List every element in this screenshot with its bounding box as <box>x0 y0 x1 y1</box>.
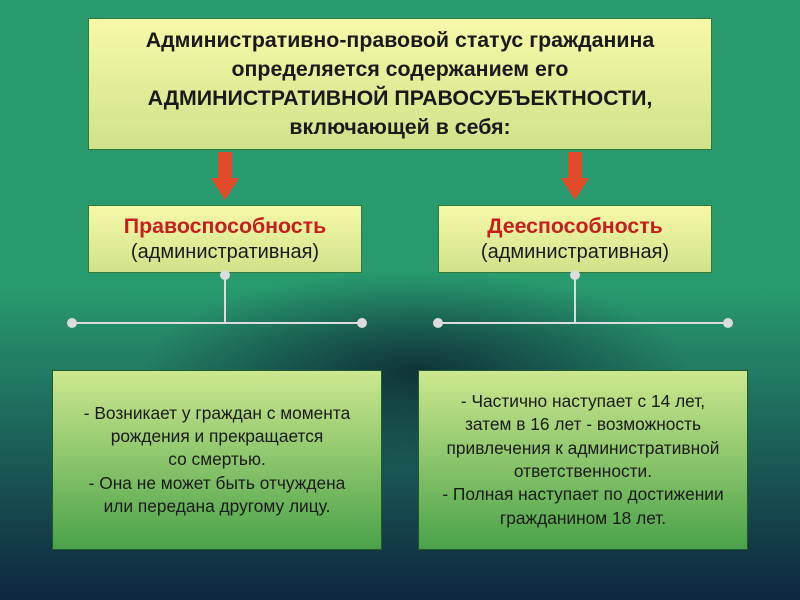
top-line-3: АДМИНИСТРАТИВНОЙ ПРАВОСУБЪЕКТНОСТИ, <box>103 84 697 113</box>
capacity-subtitle: (административная) <box>103 240 347 264</box>
detail-line: - Возникает у граждан с момента <box>67 402 367 425</box>
detail-line: затем в 16 лет - возможность <box>433 413 733 436</box>
detail-line: - Она не может быть отчуждена <box>67 472 367 495</box>
connector-vertical <box>574 273 576 322</box>
capability-details-box: - Частично наступает с 14 лет, затем в 1… <box>418 370 748 550</box>
connector-dot <box>67 318 77 328</box>
connector-horizontal <box>72 322 362 324</box>
detail-line: - Полная наступает по достижении <box>433 483 733 506</box>
top-line-2: определяется содержанием его <box>103 55 697 84</box>
connector-dot <box>433 318 443 328</box>
capacity-title: Правоспособность <box>103 214 347 240</box>
diagram: Административно-правовой статус граждани… <box>0 0 800 600</box>
capacity-box: Правоспособность (административная) <box>88 205 362 273</box>
arrow-head-left <box>211 178 239 200</box>
connector-horizontal <box>438 322 728 324</box>
connector-dot <box>723 318 733 328</box>
detail-line: со смертью. <box>67 448 367 471</box>
arrow-stem-right <box>568 152 582 178</box>
top-definition-box: Административно-правовой статус граждани… <box>88 18 712 150</box>
arrow-head-right <box>561 178 589 200</box>
capability-box: Дееспособность (административная) <box>438 205 712 273</box>
capability-subtitle: (административная) <box>453 240 697 264</box>
detail-line: ответственности. <box>433 460 733 483</box>
connector-vertical <box>224 273 226 322</box>
detail-line: привлечения к административной <box>433 437 733 460</box>
capacity-details-box: - Возникает у граждан с момента рождения… <box>52 370 382 550</box>
connector-dot <box>357 318 367 328</box>
capability-title: Дееспособность <box>453 214 697 240</box>
detail-line: рождения и прекращается <box>67 425 367 448</box>
detail-line: гражданином 18 лет. <box>433 507 733 530</box>
arrow-stem-left <box>218 152 232 178</box>
detail-line: - Частично наступает с 14 лет, <box>433 390 733 413</box>
top-line-4: включающей в себя: <box>103 113 697 142</box>
detail-line: или передана другому лицу. <box>67 495 367 518</box>
top-line-1: Административно-правовой статус граждани… <box>103 26 697 55</box>
